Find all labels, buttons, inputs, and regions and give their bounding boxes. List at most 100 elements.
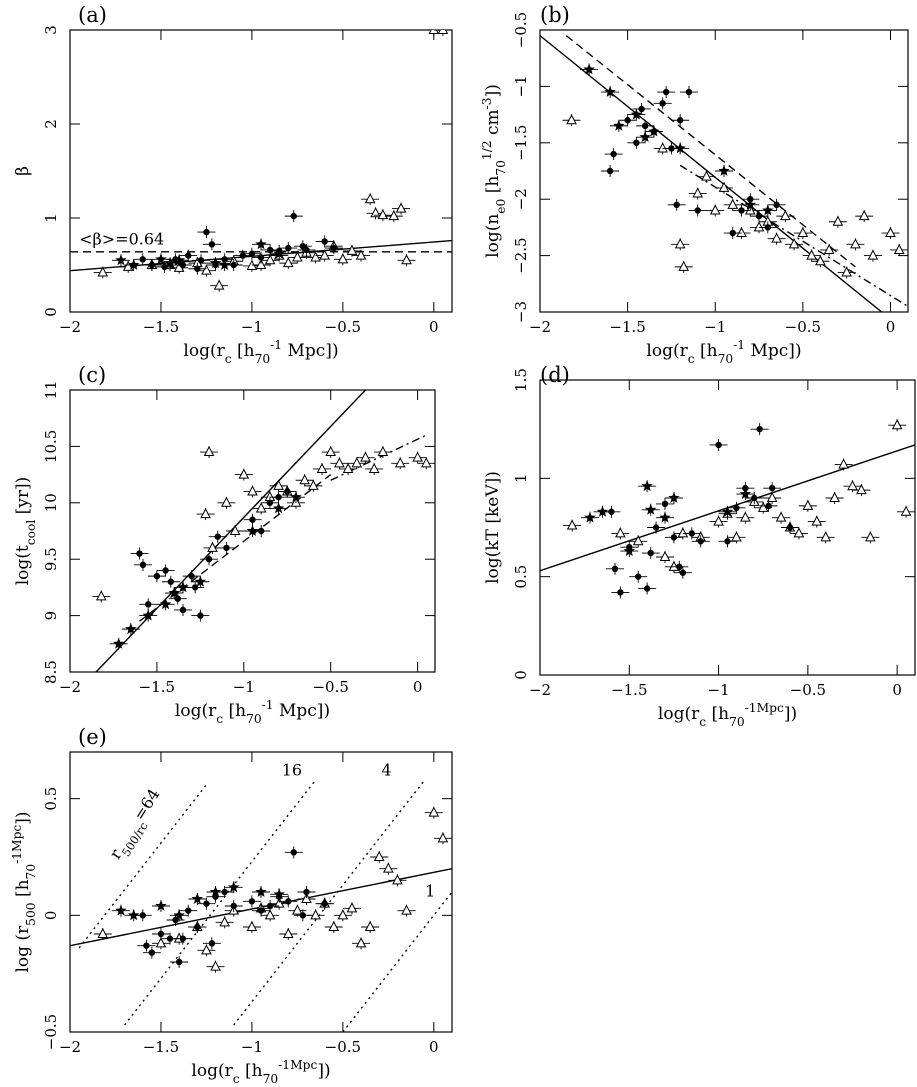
y-tick-label: 9: [42, 611, 60, 621]
data-point-star: [173, 909, 185, 921]
data-point-star: [128, 909, 140, 921]
x-tick-label: −2: [59, 318, 81, 336]
data-point-triangle: [893, 243, 905, 254]
data-point-triangle: [885, 226, 896, 238]
data-point-filled: [610, 150, 617, 158]
data-point-star: [641, 480, 653, 492]
data-point-filled: [652, 524, 660, 531]
data-point-triangle: [203, 445, 215, 457]
ratio-label: 4: [381, 760, 391, 779]
fit-line-solid: [540, 35, 883, 312]
data-point-star: [623, 545, 635, 556]
x-tick-label: −1.5: [611, 681, 647, 699]
data-point-filled: [638, 105, 645, 113]
data-point-triangle: [292, 251, 303, 262]
data-point-filled: [765, 502, 772, 510]
data-point-filled: [275, 493, 282, 501]
x-axis-label: log(rc [h70-1Mpc]): [191, 1058, 330, 1086]
data-point-filled: [145, 601, 152, 608]
y-tick-label: 11: [42, 380, 60, 399]
data-point-triangle: [364, 193, 376, 204]
plot-area: [540, 419, 915, 599]
data-point-triangle: [310, 251, 321, 262]
data-point-filled: [266, 246, 274, 254]
data-point-triangle: [736, 226, 747, 238]
data-point-filled: [606, 167, 614, 175]
data-point-star: [177, 581, 189, 593]
data-point-triangle: [264, 909, 276, 920]
data-point-triangle: [255, 258, 267, 269]
mean-beta-annotation: <β>=0.64: [79, 229, 164, 248]
x-tick-label: −2: [59, 1038, 81, 1056]
x-tick-label: −2: [529, 681, 551, 699]
data-point-filled: [641, 122, 649, 130]
data-point-filled: [208, 241, 216, 248]
panel-a: −2 −1.5 −1 −0.5 0 0 1 2 3 log(rc [h70-1 Mpc]) β (a)…: [13, 3, 453, 366]
data-point-triangle: [659, 550, 671, 561]
data-point-filled: [266, 499, 274, 506]
data-point-star: [273, 247, 285, 259]
plot-frame: [69, 751, 453, 1033]
data-point-triangle: [727, 198, 739, 209]
data-point-filled: [688, 530, 695, 537]
data-point-star: [583, 63, 595, 75]
ratio-label: 1: [425, 882, 435, 901]
data-point-star: [718, 165, 730, 176]
data-point-triangle: [780, 210, 791, 221]
plot-frame: [69, 29, 453, 313]
data-point-triangle: [657, 142, 668, 153]
data-point-triangle: [238, 468, 250, 479]
data-point-triangle: [771, 232, 782, 243]
y-tick-label: 1: [42, 213, 60, 223]
data-point-filled: [290, 212, 297, 220]
data-point-filled: [157, 930, 165, 938]
data-point-filled: [643, 585, 651, 592]
data-point-filled: [148, 949, 156, 956]
data-point-triangle: [829, 491, 840, 502]
data-point-filled: [191, 584, 199, 591]
plot-frame: [539, 29, 909, 313]
ratio-label: r500/rc=64: [105, 785, 168, 865]
data-point-filled: [162, 567, 169, 574]
y-tick-label: 8.5: [42, 660, 60, 684]
data-point-filled: [733, 504, 740, 512]
y-tick-label: 0: [42, 307, 60, 317]
data-point-filled: [303, 246, 310, 254]
plot-frame: [69, 389, 436, 673]
x-tick-label: −2: [59, 678, 81, 696]
data-point-star: [125, 623, 137, 634]
data-point-triangle: [788, 238, 800, 249]
data-point-filled: [194, 923, 201, 931]
data-point-triangle: [867, 249, 879, 260]
data-point-triangle: [368, 462, 380, 473]
data-point-triangle: [207, 541, 218, 552]
data-point-filled: [633, 139, 640, 146]
data-point-filled: [257, 907, 265, 914]
fit-line-dashdot: [679, 164, 908, 307]
x-tick-label: −0.5: [785, 318, 821, 336]
data-point-star: [645, 503, 657, 515]
data-point-filled: [249, 516, 256, 523]
data-point-filled: [624, 117, 631, 124]
data-point-filled: [161, 263, 168, 271]
data-point-filled: [676, 117, 684, 124]
data-point-star: [630, 108, 643, 120]
data-point-filled: [635, 573, 642, 580]
data-point-filled: [321, 900, 328, 907]
data-point-star: [639, 131, 651, 142]
y-tick-label: 0: [42, 911, 60, 921]
data-point-filled: [773, 201, 780, 209]
data-point-triangle: [420, 457, 432, 468]
data-point-triangle: [200, 508, 211, 519]
data-point-filled: [266, 902, 274, 910]
data-point-filled: [223, 544, 230, 552]
data-point-filled: [166, 935, 174, 942]
data-point-filled: [321, 238, 328, 245]
data-point-filled: [185, 252, 192, 259]
data-point-filled: [179, 606, 187, 614]
data-point-triangle: [201, 944, 212, 955]
x-tick-label: −1.5: [143, 1038, 179, 1056]
y-tick-label: −0.5: [42, 1014, 60, 1050]
x-tick-label: −0.5: [312, 678, 348, 696]
